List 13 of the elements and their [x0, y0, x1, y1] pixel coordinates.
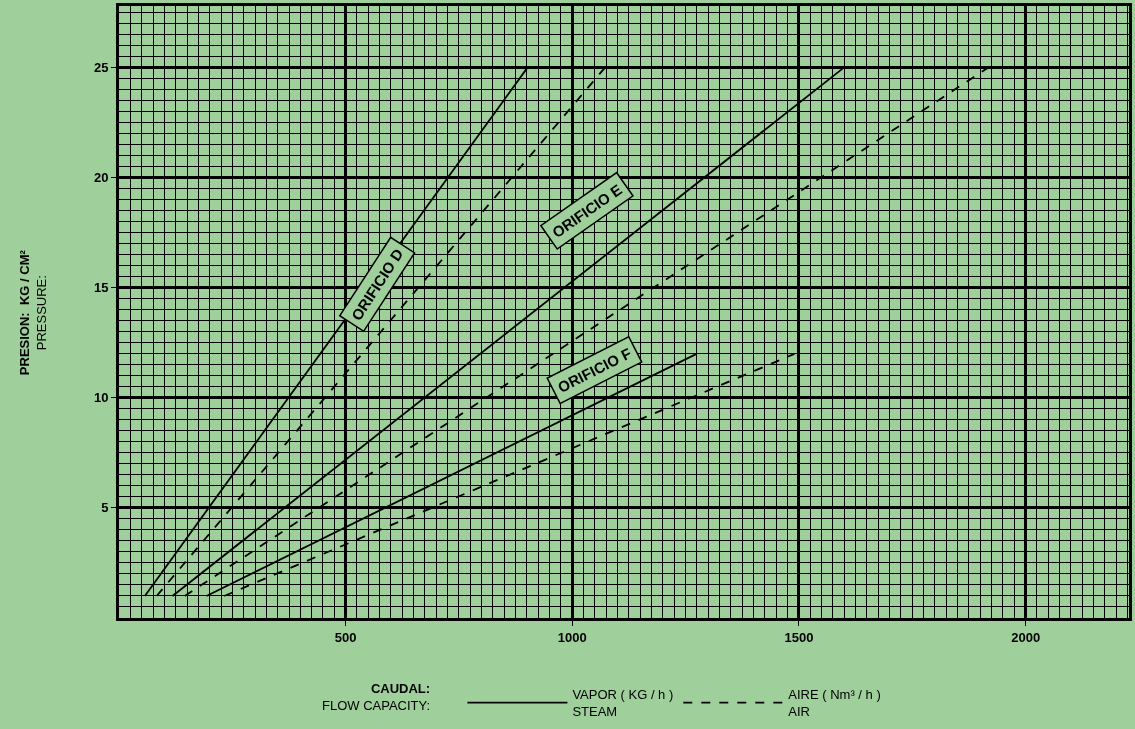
- y-tick-label: 5: [101, 500, 109, 516]
- x-tick-label: 1500: [784, 629, 814, 645]
- x-tick-label: 1000: [557, 629, 587, 645]
- y-tick-label: 15: [93, 280, 109, 296]
- x-tick-label: 500: [334, 629, 357, 645]
- y-tick-label: 10: [93, 390, 109, 406]
- y-tick-label: 20: [93, 170, 109, 186]
- y-tick-label: 25: [93, 60, 109, 76]
- x-tick-label: 2000: [1011, 629, 1041, 645]
- y-axis-title: PRESION: KG / CM² PRESSURE:: [17, 249, 50, 376]
- text: AIRE ( Nm³ / h ) AIR: [788, 687, 881, 720]
- text: VAPOR ( KG / h ) STEAM: [572, 687, 674, 720]
- x-axis-title: CAUDAL: FLOW CAPACITY:: [322, 681, 431, 713]
